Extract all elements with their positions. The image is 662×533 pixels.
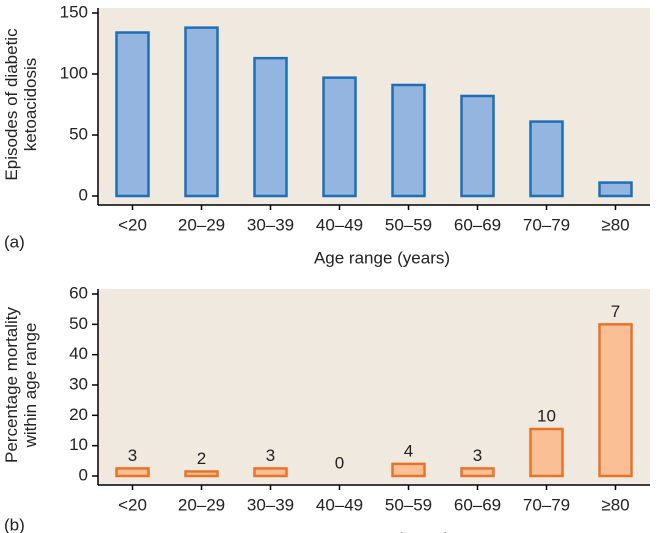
x-axis-label: Age range (years) [314, 248, 450, 267]
y-tick-label: 20 [69, 405, 88, 424]
y-tick-label: 50 [69, 124, 88, 143]
bar [460, 94, 495, 198]
panel-label: (a) [4, 232, 25, 251]
bar [115, 31, 150, 198]
y-tick-label: 50 [69, 314, 88, 333]
x-tick-label: <20 [118, 495, 147, 514]
x-tick-label: 70–79 [523, 215, 570, 234]
count-label: 0 [335, 453, 344, 472]
x-tick-label: 60–69 [454, 215, 501, 234]
y-axis-label-line: Episodes of diabetic [2, 28, 21, 181]
bar [391, 462, 426, 478]
y-axis-label: Episodes of diabeticketoacidosis [2, 28, 40, 181]
bar [184, 26, 219, 198]
count-label: 3 [266, 446, 275, 465]
bar [184, 470, 219, 478]
x-tick-label: 20–29 [178, 215, 225, 234]
bar [253, 467, 288, 478]
x-axis-label: Age range (years) [314, 529, 450, 533]
x-tick-label: 30–39 [247, 495, 294, 514]
plot-background [98, 289, 650, 485]
x-tick-label: 40–49 [316, 215, 363, 234]
y-tick-label: 150 [60, 2, 88, 21]
y-axis-label: Percentage mortalitywithin age range [2, 307, 40, 463]
count-label: 3 [473, 446, 482, 465]
x-tick-label: 40–49 [316, 495, 363, 514]
y-tick-label: 60 [69, 283, 88, 302]
bar [460, 467, 495, 478]
x-tick-label: 20–29 [178, 495, 225, 514]
bar [598, 181, 633, 198]
count-label: 2 [197, 449, 206, 468]
y-tick-label: 10 [69, 435, 88, 454]
y-tick-label: 0 [79, 465, 88, 484]
x-tick-label: 60–69 [454, 495, 501, 514]
bar [253, 56, 288, 198]
count-label: 4 [404, 441, 413, 460]
bar [529, 427, 564, 478]
panel-label: (b) [4, 515, 25, 533]
bar [598, 323, 633, 478]
y-axis-label-line: within age range [21, 323, 40, 449]
count-label: 3 [128, 446, 137, 465]
y-axis-label-line: ketoacidosis [21, 58, 40, 152]
bar [115, 467, 150, 478]
y-tick-label: 30 [69, 374, 88, 393]
bar [529, 120, 564, 198]
y-axis-label-line: Percentage mortality [2, 307, 21, 463]
count-label: 10 [537, 406, 556, 425]
x-tick-label: 50–59 [385, 215, 432, 234]
x-tick-label: <20 [118, 215, 147, 234]
x-tick-label: 50–59 [385, 495, 432, 514]
y-tick-label: 100 [60, 63, 88, 82]
y-tick-label: 0 [79, 185, 88, 204]
y-tick-label: 40 [69, 344, 88, 363]
x-tick-label: ≥80 [601, 215, 629, 234]
x-tick-label: 30–39 [247, 215, 294, 234]
x-tick-label: ≥80 [601, 495, 629, 514]
bar [391, 83, 426, 198]
count-label: 7 [611, 302, 620, 321]
bar [322, 76, 357, 198]
plot-background [98, 8, 650, 205]
x-tick-label: 70–79 [523, 495, 570, 514]
